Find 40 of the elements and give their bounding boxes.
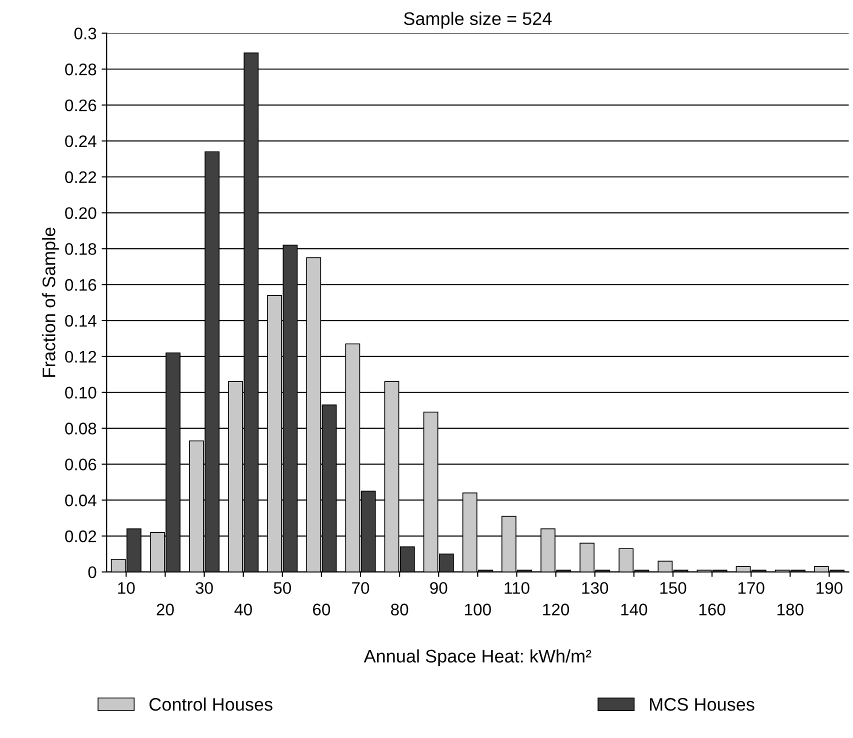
x-tick-label: 70 <box>352 582 370 594</box>
y-tick-label: 0.24 <box>65 135 96 148</box>
x-tick-label: 20 <box>156 604 174 616</box>
y-tick-label: 0.28 <box>65 64 96 76</box>
x-tick-label: 180 <box>778 604 804 616</box>
y-tick-label: 0.10 <box>65 386 96 399</box>
x-tick-label: 170 <box>738 582 764 594</box>
y-tick-label: 0.08 <box>65 422 96 434</box>
chart-title: Sample size = 524 <box>404 12 552 29</box>
y-tick-label: 0.22 <box>65 171 96 184</box>
x-tick-label: 160 <box>699 604 726 616</box>
y-axis-title: Fraction of Sample <box>42 228 59 377</box>
x-tick-label: 30 <box>196 582 213 594</box>
y-tick-label: 0.02 <box>65 530 96 542</box>
x-tick-label: 60 <box>313 604 330 616</box>
x-tick-label: 150 <box>660 582 686 594</box>
y-tick-label: 0.16 <box>65 279 96 291</box>
x-tick-label: 130 <box>582 582 608 594</box>
y-tick-label: 0.06 <box>65 458 96 470</box>
x-tick-label: 80 <box>391 604 408 616</box>
x-tick-label: 110 <box>504 582 530 594</box>
legend-label: Control Houses <box>150 698 272 711</box>
y-tick-label: 0.12 <box>65 350 96 363</box>
x-tick-label: 50 <box>274 582 292 594</box>
y-tick-label: 0.14 <box>65 314 96 327</box>
x-tick-label: 40 <box>234 604 252 616</box>
x-tick-label: 10 <box>118 582 135 594</box>
y-tick-label: 0.26 <box>65 99 96 112</box>
x-tick-label: 100 <box>465 604 491 616</box>
y-tick-label: 0.20 <box>65 207 96 219</box>
x-tick-label: 190 <box>816 582 842 594</box>
y-tick-label: 0.04 <box>65 494 96 506</box>
x-tick-label: 140 <box>621 604 648 616</box>
x-tick-label: 90 <box>430 582 448 594</box>
x-axis-title: Annual Space Heat: kWh/m² <box>364 649 592 666</box>
y-tick-label: 0 <box>88 566 96 578</box>
y-tick-label: 0.3 <box>74 28 96 40</box>
y-tick-label: 0.18 <box>65 243 96 255</box>
x-tick-label: 120 <box>543 604 570 616</box>
legend-label: MCS Houses <box>650 698 754 711</box>
